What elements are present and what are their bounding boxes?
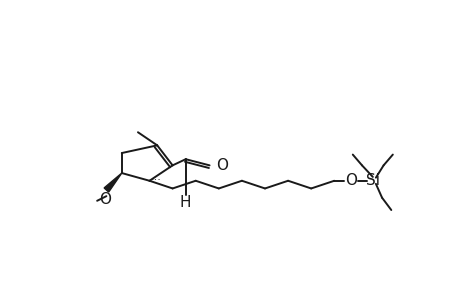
Text: H: H bbox=[179, 195, 191, 210]
Text: Si: Si bbox=[365, 173, 379, 188]
Polygon shape bbox=[104, 173, 122, 192]
Text: O: O bbox=[100, 191, 112, 206]
Text: O: O bbox=[345, 173, 357, 188]
Text: O: O bbox=[216, 158, 228, 173]
Text: ···: ··· bbox=[151, 175, 162, 185]
